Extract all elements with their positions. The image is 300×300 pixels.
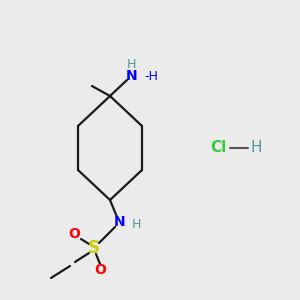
Text: Cl: Cl	[210, 140, 226, 155]
Text: -H: -H	[144, 70, 158, 83]
Text: H: H	[132, 218, 141, 232]
Text: O: O	[94, 263, 106, 277]
Text: H: H	[126, 58, 136, 71]
Text: N: N	[114, 215, 126, 229]
Text: N: N	[126, 69, 138, 83]
Text: H: H	[250, 140, 262, 155]
Text: S: S	[88, 239, 100, 257]
Text: O: O	[68, 227, 80, 241]
